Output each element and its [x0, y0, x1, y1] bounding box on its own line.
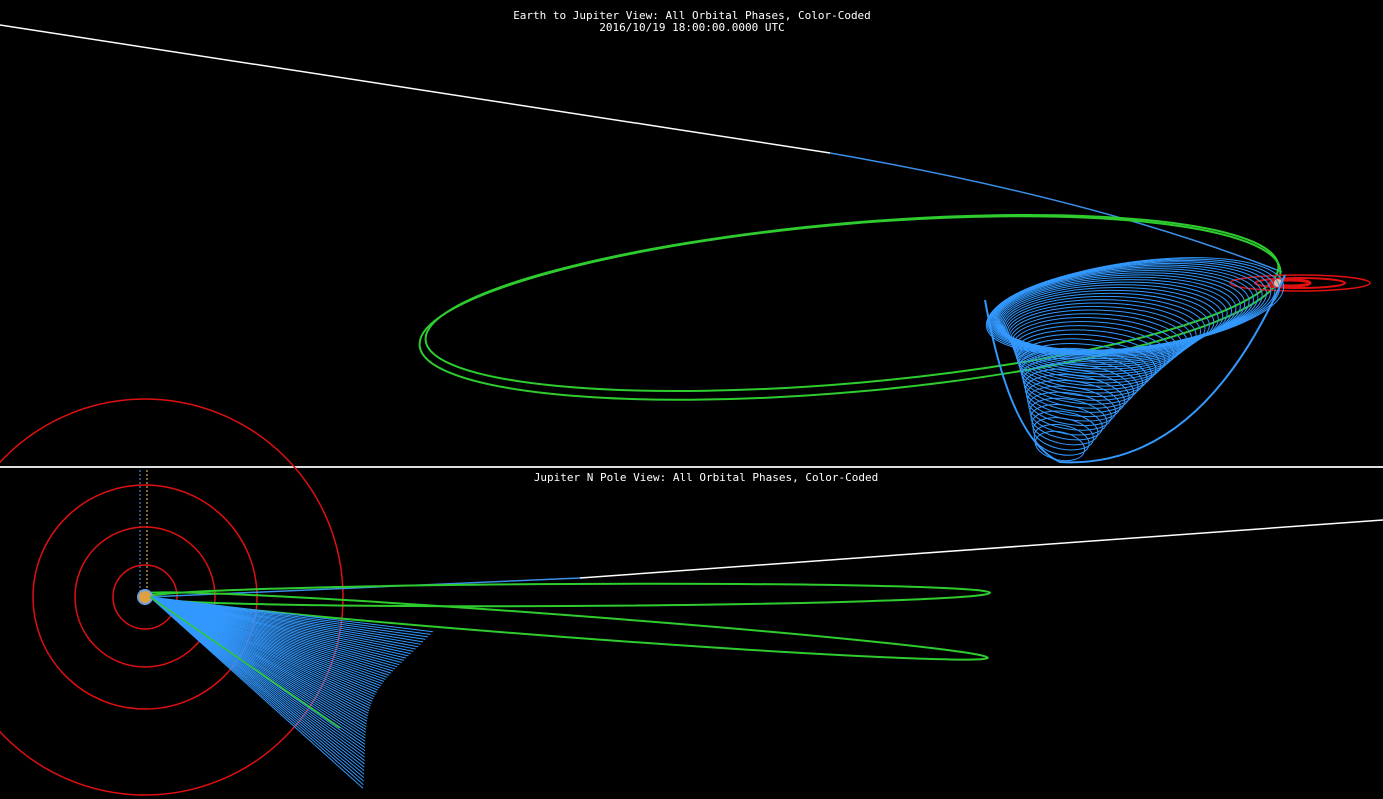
bottom-title: Jupiter N Pole View: All Orbital Phases,… — [534, 471, 878, 484]
viewer: Earth to Jupiter View: All Orbital Phase… — [0, 0, 1383, 799]
timestamp: 2016/10/19 18:00:00.0000 UTC — [599, 21, 784, 34]
jupiter — [138, 590, 152, 604]
page: Earth to Jupiter View: All Orbital Phase… — [0, 0, 1383, 799]
